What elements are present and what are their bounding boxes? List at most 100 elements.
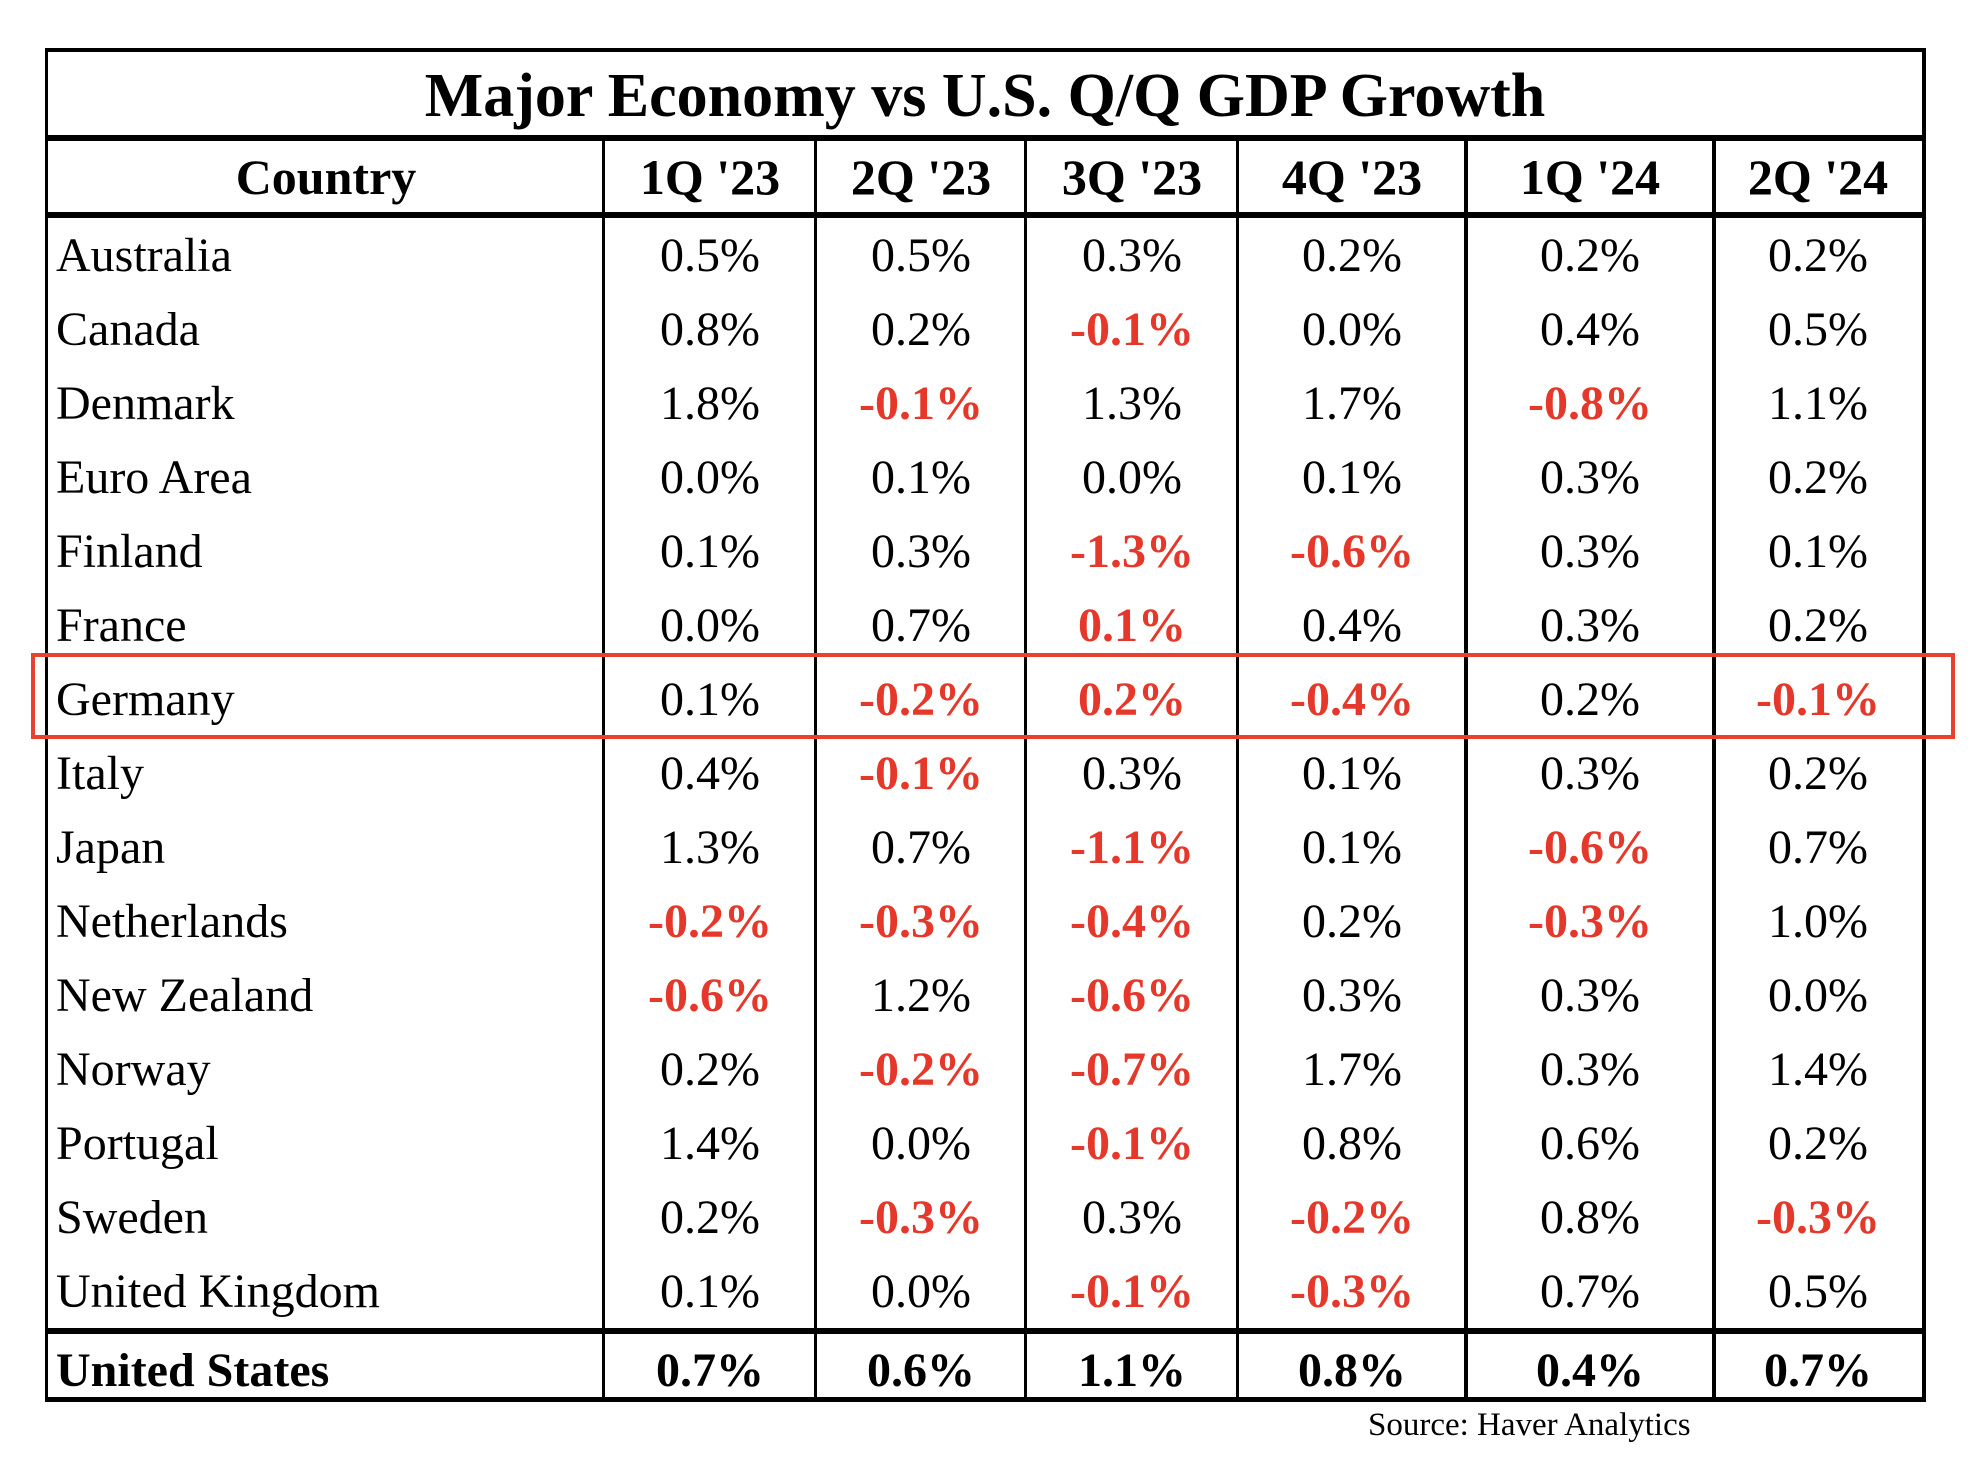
value-cell: 0.2% bbox=[816, 292, 1026, 366]
value-text: 0.2% bbox=[1768, 450, 1868, 504]
value-text: 0.3% bbox=[1540, 524, 1640, 578]
value-text: 0.2% bbox=[660, 1042, 760, 1096]
value-text: 1.3% bbox=[1082, 376, 1182, 430]
column-divider bbox=[1712, 141, 1716, 1397]
value-text: 0.7% bbox=[871, 598, 971, 652]
value-text: 0.3% bbox=[1302, 968, 1402, 1022]
table-row: Norway 0.2% -0.2% -0.7% 1.7% 0.3% 1.4% bbox=[48, 1032, 1922, 1106]
value-text: 0.5% bbox=[1768, 1264, 1868, 1318]
value-cell: -0.4% bbox=[1238, 662, 1466, 736]
value-cell: 0.4% bbox=[1238, 588, 1466, 662]
country-name: Norway bbox=[56, 1042, 211, 1096]
value-cell: -0.6% bbox=[1466, 810, 1714, 884]
negative-value-text: -0.6% bbox=[1528, 820, 1652, 874]
negative-value-text: -0.1% bbox=[1756, 672, 1880, 726]
country-name: Japan bbox=[56, 820, 166, 874]
table-row: New Zealand -0.6% 1.2% -0.6% 0.3% 0.3% 0.0% bbox=[48, 958, 1922, 1032]
value-cell: -0.2% bbox=[604, 884, 816, 958]
country-name: France bbox=[56, 598, 187, 652]
value-cell: 0.4% bbox=[1466, 292, 1714, 366]
value-cell: -0.1% bbox=[816, 366, 1026, 440]
value-text: 0.0% bbox=[1302, 302, 1402, 356]
header-1q23: 1Q '23 bbox=[604, 141, 816, 212]
country-cell: Japan bbox=[48, 810, 604, 884]
value-cell: 1.4% bbox=[1714, 1032, 1922, 1106]
header-label: 2Q '24 bbox=[1747, 148, 1889, 205]
value-text: 0.6% bbox=[867, 1344, 975, 1397]
value-text: 0.7% bbox=[1540, 1264, 1640, 1318]
value-text: 1.0% bbox=[1768, 894, 1868, 948]
value-text: 0.1% bbox=[660, 1264, 760, 1318]
negative-value-text: -0.6% bbox=[1070, 968, 1194, 1022]
value-cell: 1.1% bbox=[1714, 366, 1922, 440]
value-text: 0.8% bbox=[1540, 1190, 1640, 1244]
negative-value-text: -0.4% bbox=[1070, 894, 1194, 948]
table-row: Germany 0.1% -0.2% 0.2% -0.4% 0.2% -0.1% bbox=[48, 662, 1922, 736]
value-text: 0.7% bbox=[1768, 820, 1868, 874]
value-text: 0.1% bbox=[1768, 524, 1868, 578]
country-cell: Norway bbox=[48, 1032, 604, 1106]
value-cell: -0.4% bbox=[1026, 884, 1238, 958]
value-cell: 0.0% bbox=[1714, 958, 1922, 1032]
value-text: 0.2% bbox=[1302, 894, 1402, 948]
value-cell: -0.2% bbox=[1238, 1180, 1466, 1254]
header-label: 1Q '24 bbox=[1519, 148, 1661, 205]
value-cell: 0.1% bbox=[1714, 514, 1922, 588]
value-cell: 0.2% bbox=[1714, 1106, 1922, 1180]
table-row: France 0.0% 0.7% 0.1% 0.4% 0.3% 0.2% bbox=[48, 588, 1922, 662]
value-text: 0.3% bbox=[1082, 228, 1182, 282]
country-name: Australia bbox=[56, 228, 232, 282]
value-cell: 0.2% bbox=[604, 1032, 816, 1106]
value-cell: 0.3% bbox=[1466, 440, 1714, 514]
value-cell: 0.8% bbox=[1466, 1180, 1714, 1254]
country-cell: Finland bbox=[48, 514, 604, 588]
value-text: 0.3% bbox=[1540, 598, 1640, 652]
negative-value-text: -0.2% bbox=[648, 894, 772, 948]
value-text: 0.2% bbox=[1768, 746, 1868, 800]
country-name: Sweden bbox=[56, 1190, 208, 1244]
value-cell: 0.3% bbox=[1026, 736, 1238, 810]
value-text: 0.0% bbox=[660, 598, 760, 652]
table-row: Finland 0.1% 0.3% -1.3% -0.6% 0.3% 0.1% bbox=[48, 514, 1922, 588]
value-text: 1.7% bbox=[1302, 1042, 1402, 1096]
country-cell: Sweden bbox=[48, 1180, 604, 1254]
table-header-row: Country 1Q '23 2Q '23 3Q '23 4Q '23 1Q '… bbox=[48, 141, 1922, 218]
header-label: 3Q '23 bbox=[1061, 148, 1203, 205]
column-divider bbox=[1024, 141, 1027, 1397]
table-title-row: Major Economy vs U.S. Q/Q GDP Growth bbox=[48, 52, 1922, 141]
table-row: Sweden 0.2% -0.3% 0.3% -0.2% 0.8% -0.3% bbox=[48, 1180, 1922, 1254]
value-text: 0.1% bbox=[871, 450, 971, 504]
table-body: Australia 0.5% 0.5% 0.3% 0.2% 0.2% 0.2% Canada 0… bbox=[48, 218, 1922, 1328]
value-text: 0.3% bbox=[1540, 968, 1640, 1022]
value-cell: 0.8% bbox=[1238, 1106, 1466, 1180]
value-cell: 0.3% bbox=[1026, 1180, 1238, 1254]
value-cell: 1.8% bbox=[604, 366, 816, 440]
table-row: Netherlands -0.2% -0.3% -0.4% 0.2% -0.3% 1.0% bbox=[48, 884, 1922, 958]
value-text: 0.1% bbox=[660, 672, 760, 726]
value-text: 0.7% bbox=[1764, 1344, 1872, 1397]
country-name: Italy bbox=[56, 746, 144, 800]
table-row: Australia 0.5% 0.5% 0.3% 0.2% 0.2% 0.2% bbox=[48, 218, 1922, 292]
value-cell: 0.7% bbox=[604, 1334, 816, 1407]
value-cell: 1.1% bbox=[1026, 1334, 1238, 1407]
value-cell: 0.2% bbox=[1466, 218, 1714, 292]
value-cell: -1.1% bbox=[1026, 810, 1238, 884]
value-text: 0.4% bbox=[1540, 302, 1640, 356]
value-cell: 0.0% bbox=[816, 1254, 1026, 1328]
country-name: Portugal bbox=[56, 1116, 219, 1170]
value-cell: 0.5% bbox=[1714, 1254, 1922, 1328]
value-text: 1.1% bbox=[1768, 376, 1868, 430]
table-title: Major Economy vs U.S. Q/Q GDP Growth bbox=[424, 61, 1546, 130]
value-cell: 0.7% bbox=[816, 810, 1026, 884]
country-name: Euro Area bbox=[56, 450, 252, 504]
country-cell: Germany bbox=[48, 662, 604, 736]
source-note: Source: Haver Analytics bbox=[1368, 1407, 1691, 1443]
negative-value-text: -0.2% bbox=[1290, 1190, 1414, 1244]
value-cell: 0.2% bbox=[604, 1180, 816, 1254]
value-cell: 0.5% bbox=[604, 218, 816, 292]
country-name: Canada bbox=[56, 302, 200, 356]
table-row-united-states: United States 0.7% 0.6% 1.1% 0.8% 0.4% 0… bbox=[48, 1328, 1922, 1407]
value-cell: -0.1% bbox=[816, 736, 1026, 810]
negative-value-text: -0.8% bbox=[1528, 376, 1652, 430]
negative-value-text: -0.3% bbox=[1290, 1264, 1414, 1318]
